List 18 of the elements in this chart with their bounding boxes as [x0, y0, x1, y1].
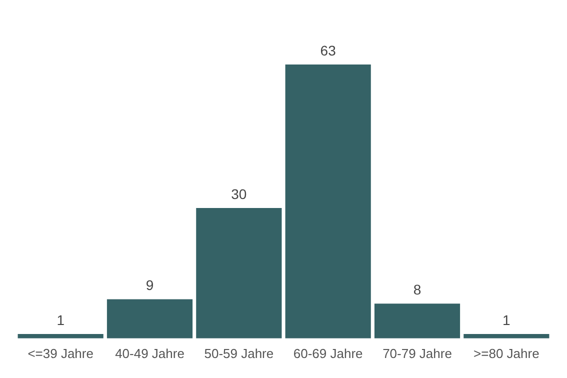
- x-tick-label: 60-69 Jahre: [293, 346, 363, 361]
- data-label: 1: [502, 312, 511, 328]
- data-label: 63: [320, 42, 336, 58]
- x-tick-label: 70-79 Jahre: [382, 346, 452, 361]
- data-label: 1: [56, 312, 65, 328]
- bar: [106, 299, 193, 338]
- x-tick-label: >=80 Jahre: [474, 346, 540, 361]
- data-label: 8: [413, 281, 422, 298]
- bar: [18, 334, 104, 338]
- bar: [374, 304, 460, 338]
- data-label: 9: [146, 277, 154, 294]
- x-tick-label: 50-59 Jahre: [204, 346, 274, 361]
- bar: [196, 208, 282, 338]
- bar: [464, 334, 550, 338]
- bar: [285, 64, 371, 338]
- x-tick-label: 40-49 Jahre: [115, 346, 184, 361]
- x-tick-label: <=39 Jahre: [28, 346, 94, 361]
- data-label: 30: [231, 186, 247, 202]
